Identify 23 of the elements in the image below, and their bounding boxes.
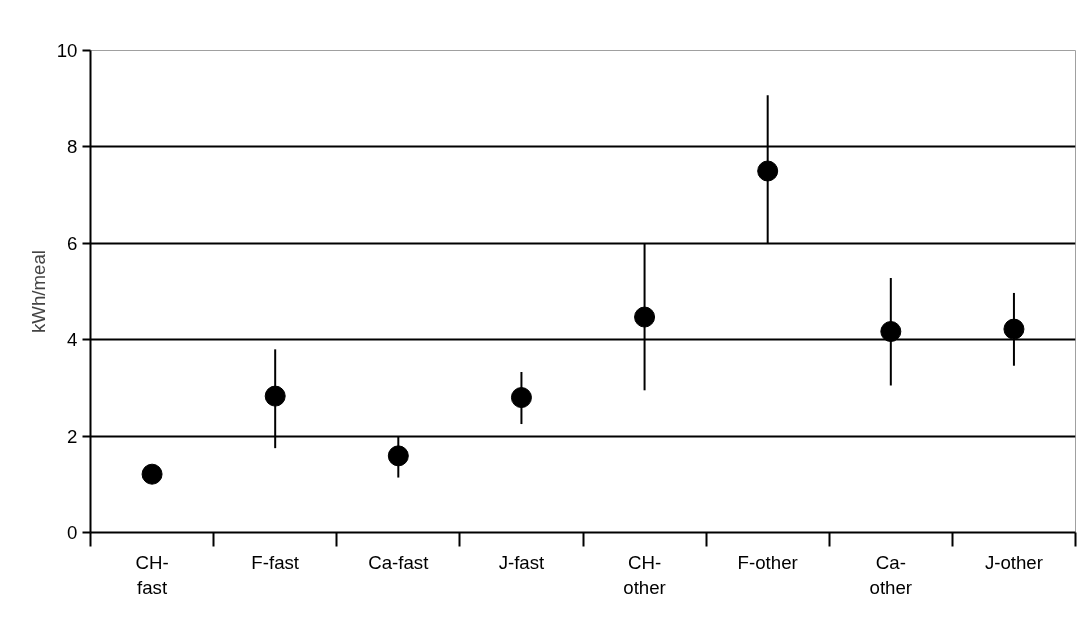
point	[757, 160, 779, 182]
x-tick-label: CH- other	[623, 551, 666, 598]
x-tick-label: F-fast	[251, 551, 300, 573]
y-axis-title: kWh/meal	[27, 250, 49, 333]
y-tick-label: 6	[67, 232, 78, 254]
x-tick-label: CH- fast	[135, 551, 169, 598]
point	[1003, 318, 1025, 340]
point	[141, 463, 163, 485]
point	[634, 306, 656, 328]
y-tick-label: 10	[56, 40, 78, 61]
y-tick-label: 0	[67, 522, 78, 543]
x-tick-label: F-other	[737, 551, 798, 573]
point	[387, 445, 409, 467]
x-tick-label: J-fast	[498, 551, 546, 573]
x-tick-label: J-other	[984, 551, 1043, 573]
point	[510, 387, 532, 409]
point	[880, 321, 902, 342]
x-tick-label: Ca- other	[869, 551, 913, 598]
y-tick-label: 4	[67, 329, 78, 351]
point	[264, 385, 286, 407]
y-tick-label: 8	[67, 136, 78, 158]
x-tick-label: Ca-fast	[368, 551, 430, 573]
y-tick-label: 2	[67, 425, 78, 447]
